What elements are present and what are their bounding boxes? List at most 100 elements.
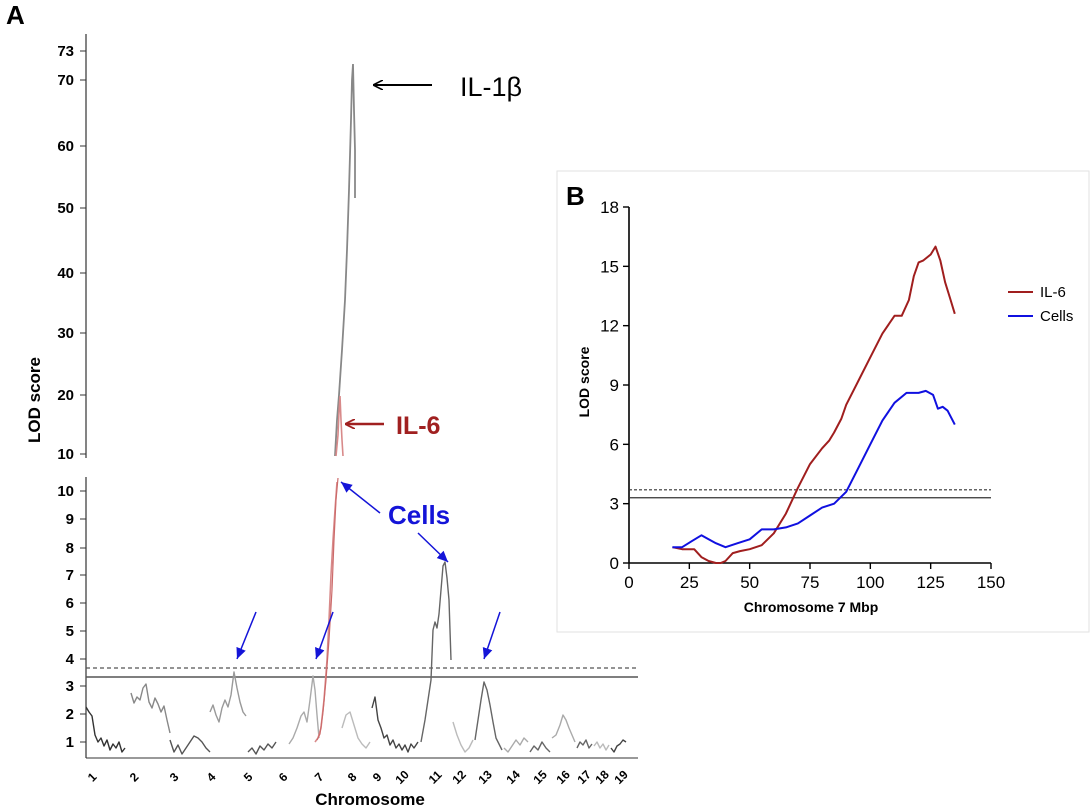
panel-b-x-axis-label: Chromosome 7 Mbp bbox=[744, 599, 879, 615]
trace-chr10 bbox=[371, 696, 419, 753]
trace-il6-chr7-upper bbox=[335, 395, 344, 457]
panel-b-y-tick-label: 18 bbox=[600, 198, 619, 217]
trace-chr19 bbox=[610, 739, 627, 753]
chr-tick-label: 9 bbox=[370, 770, 385, 785]
chr-tick-label: 10 bbox=[392, 767, 412, 787]
chr-tick-label: 16 bbox=[553, 767, 573, 787]
trace-chr2 bbox=[130, 683, 171, 734]
panel-a-chromosome-labels: 1 2 3 4 5 6 7 8 9 10 11 12 13 14 15 16 1… bbox=[85, 767, 631, 787]
chr-tick-label: 4 bbox=[204, 770, 219, 785]
chr-tick-label: 13 bbox=[475, 767, 495, 787]
panel-b: B LOD score Chromosome 7 Mbp 03691215180… bbox=[556, 170, 1090, 633]
upper-tick-label: 40 bbox=[57, 265, 74, 282]
chr-tick-label: 2 bbox=[127, 770, 142, 785]
trace-chr1 bbox=[85, 706, 126, 753]
trace-chr11 bbox=[420, 561, 452, 743]
lower-tick-label: 7 bbox=[66, 567, 74, 584]
chr-tick-label: 11 bbox=[426, 768, 445, 787]
trace-chr4 bbox=[209, 671, 247, 723]
panel-b-x-tick-label: 100 bbox=[856, 573, 884, 592]
trace-chr3 bbox=[169, 735, 211, 755]
chr-tick-label: 17 bbox=[574, 767, 594, 787]
panel-b-series bbox=[672, 245, 956, 564]
panel-a-genome-traces bbox=[85, 561, 627, 755]
lower-tick-label: 8 bbox=[66, 540, 74, 557]
panel-b-x-tick-label: 75 bbox=[801, 573, 820, 592]
panel-b-axes: 0 3 6 9 12 15 18 0 25 50 75 100 125 150 bbox=[600, 198, 1005, 592]
trace-chr12 bbox=[452, 721, 474, 753]
panel-b-y-tick-label: 12 bbox=[600, 317, 619, 336]
cells-arrow-chr5 bbox=[236, 611, 257, 660]
lower-tick-label: 2 bbox=[66, 706, 74, 723]
trace-cells-chr7 bbox=[316, 477, 339, 741]
panel-b-x-tick-label: 25 bbox=[680, 573, 699, 592]
lower-tick-label: 3 bbox=[66, 678, 74, 695]
chr-tick-label: 8 bbox=[345, 770, 360, 785]
trace-chr16 bbox=[551, 714, 576, 743]
trace-chr15 bbox=[529, 741, 551, 753]
panel-a: A LOD score 73 70 60 50 40 30 20 10 bbox=[6, 0, 638, 809]
panel-b-label: B bbox=[566, 181, 585, 211]
trace-chr18 bbox=[593, 741, 610, 751]
legend-label: IL-6 bbox=[1040, 284, 1066, 301]
panel-b-y-tick-label: 3 bbox=[610, 495, 619, 514]
upper-tick-label: 70 bbox=[57, 72, 74, 89]
lower-tick-label: 4 bbox=[66, 651, 75, 668]
panel-b-x-tick-label: 150 bbox=[977, 573, 1005, 592]
chr-tick-label: 6 bbox=[276, 770, 291, 785]
panel-b-thresholds bbox=[629, 489, 991, 499]
legend-label: Cells bbox=[1040, 308, 1073, 325]
panel-a-label: A bbox=[6, 0, 25, 30]
panel-b-y-axis-label: LOD score bbox=[576, 346, 592, 417]
chr-tick-label: 14 bbox=[503, 767, 523, 787]
cells-arrow-chr7 bbox=[340, 481, 381, 514]
trace-chr13 bbox=[474, 681, 503, 751]
chr-tick-label: 5 bbox=[241, 770, 256, 785]
chr-tick-label: 1 bbox=[85, 770, 100, 785]
panel-b-x-tick-label: 0 bbox=[624, 573, 633, 592]
trace-il6-chr7-lower bbox=[314, 481, 338, 743]
panel-a-lower-ticks: 10 9 8 7 6 5 4 3 2 1 bbox=[57, 483, 86, 751]
chr-tick-label: 15 bbox=[530, 767, 550, 787]
il6-annotation: IL-6 bbox=[396, 412, 440, 440]
panel-b-frame bbox=[556, 170, 1090, 633]
panel-b-y-tick-label: 6 bbox=[610, 435, 619, 454]
series-line-cells bbox=[672, 389, 956, 549]
upper-tick-label: 60 bbox=[57, 138, 74, 155]
upper-tick-label: 20 bbox=[57, 387, 74, 404]
cells-arrow-chr11 bbox=[417, 532, 449, 563]
panel-b-legend: IL-6 Cells bbox=[1008, 284, 1073, 325]
panel-b-x-tick-label: 50 bbox=[740, 573, 759, 592]
cells-arrow-chr13 bbox=[482, 611, 501, 660]
series-line-il-6 bbox=[672, 245, 956, 564]
cells-arrow-chr7-minor bbox=[315, 611, 334, 660]
lower-tick-label: 6 bbox=[66, 595, 74, 612]
chr-tick-label: 12 bbox=[449, 767, 469, 787]
panel-b-y-tick-label: 15 bbox=[600, 257, 619, 276]
cells-annotation: Cells bbox=[388, 500, 450, 530]
lower-tick-label: 5 bbox=[66, 623, 74, 640]
chr-tick-label: 7 bbox=[312, 770, 327, 785]
panel-b-x-tick-label: 125 bbox=[916, 573, 944, 592]
panel-b-y-tick-label: 9 bbox=[610, 376, 619, 395]
panel-b-y-tick-label: 0 bbox=[610, 554, 619, 573]
panel-a-y-axis-label: LOD score bbox=[25, 357, 44, 443]
lower-tick-label: 9 bbox=[66, 511, 74, 528]
trace-il1b-chr8 bbox=[334, 63, 356, 457]
panel-a-upper-ticks: 73 70 60 50 40 30 20 10 bbox=[57, 43, 86, 463]
trace-chr5 bbox=[247, 741, 277, 755]
trace-chr17 bbox=[576, 739, 593, 749]
upper-tick-label: 30 bbox=[57, 325, 74, 342]
upper-tick-label: 50 bbox=[57, 200, 74, 217]
upper-tick-label: 73 bbox=[57, 43, 74, 60]
upper-tick-label: 10 bbox=[57, 446, 74, 463]
trace-chr9 bbox=[341, 711, 371, 749]
il1b-annotation: IL-1β bbox=[460, 72, 522, 102]
chr-tick-label: 19 bbox=[611, 767, 631, 787]
trace-chr6 bbox=[288, 675, 320, 745]
lower-tick-label: 10 bbox=[57, 483, 74, 500]
lower-tick-label: 1 bbox=[66, 734, 74, 751]
chr-tick-label: 3 bbox=[167, 770, 182, 785]
chr-tick-label: 18 bbox=[592, 767, 612, 787]
